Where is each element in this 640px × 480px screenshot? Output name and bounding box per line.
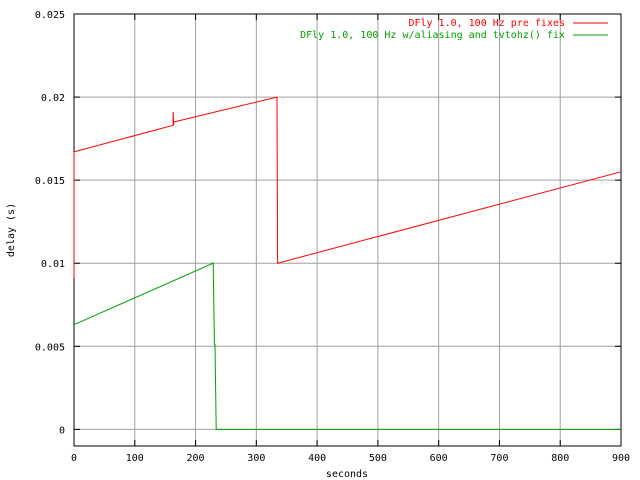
plot-frame: [73, 13, 622, 447]
x-axis: 0 100 200 300 400 500 600 700 800 900: [71, 14, 630, 464]
x-tick-label: 500: [369, 453, 387, 464]
x-tick-label: 0: [71, 453, 77, 464]
series-layer: [73, 96, 622, 430]
x-tick-label: 200: [187, 453, 205, 464]
y-tick-label: 0.025: [35, 10, 65, 21]
x-tick-label: 600: [430, 453, 448, 464]
x-tick-label: 800: [551, 453, 569, 464]
legend-label: DFly 1.0, 100 Hz pre fixes: [408, 18, 565, 29]
legend-label: DFly 1.0, 100 Hz w/aliasing and tvtohz()…: [300, 30, 565, 41]
grid: [74, 14, 621, 446]
x-tick-label: 400: [308, 453, 326, 464]
y-tick-label: 0.02: [41, 93, 65, 104]
y-axis-label: delay (s): [6, 203, 17, 257]
y-axis: 0 0.005 0.01 0.015 0.02 0.025: [35, 10, 621, 436]
x-tick-label: 700: [490, 453, 508, 464]
y-tick-label: 0.015: [35, 176, 65, 187]
series-line-2: [73, 262, 621, 430]
y-tick-label: 0.005: [35, 342, 65, 353]
x-tick-label: 100: [126, 453, 144, 464]
x-tick-label: 300: [247, 453, 265, 464]
series-line-1: [73, 96, 622, 279]
y-tick-label: 0.01: [41, 259, 65, 270]
x-tick-label: 900: [612, 453, 630, 464]
y-tick-label: 0: [59, 425, 65, 436]
x-axis-label: seconds: [326, 469, 368, 480]
